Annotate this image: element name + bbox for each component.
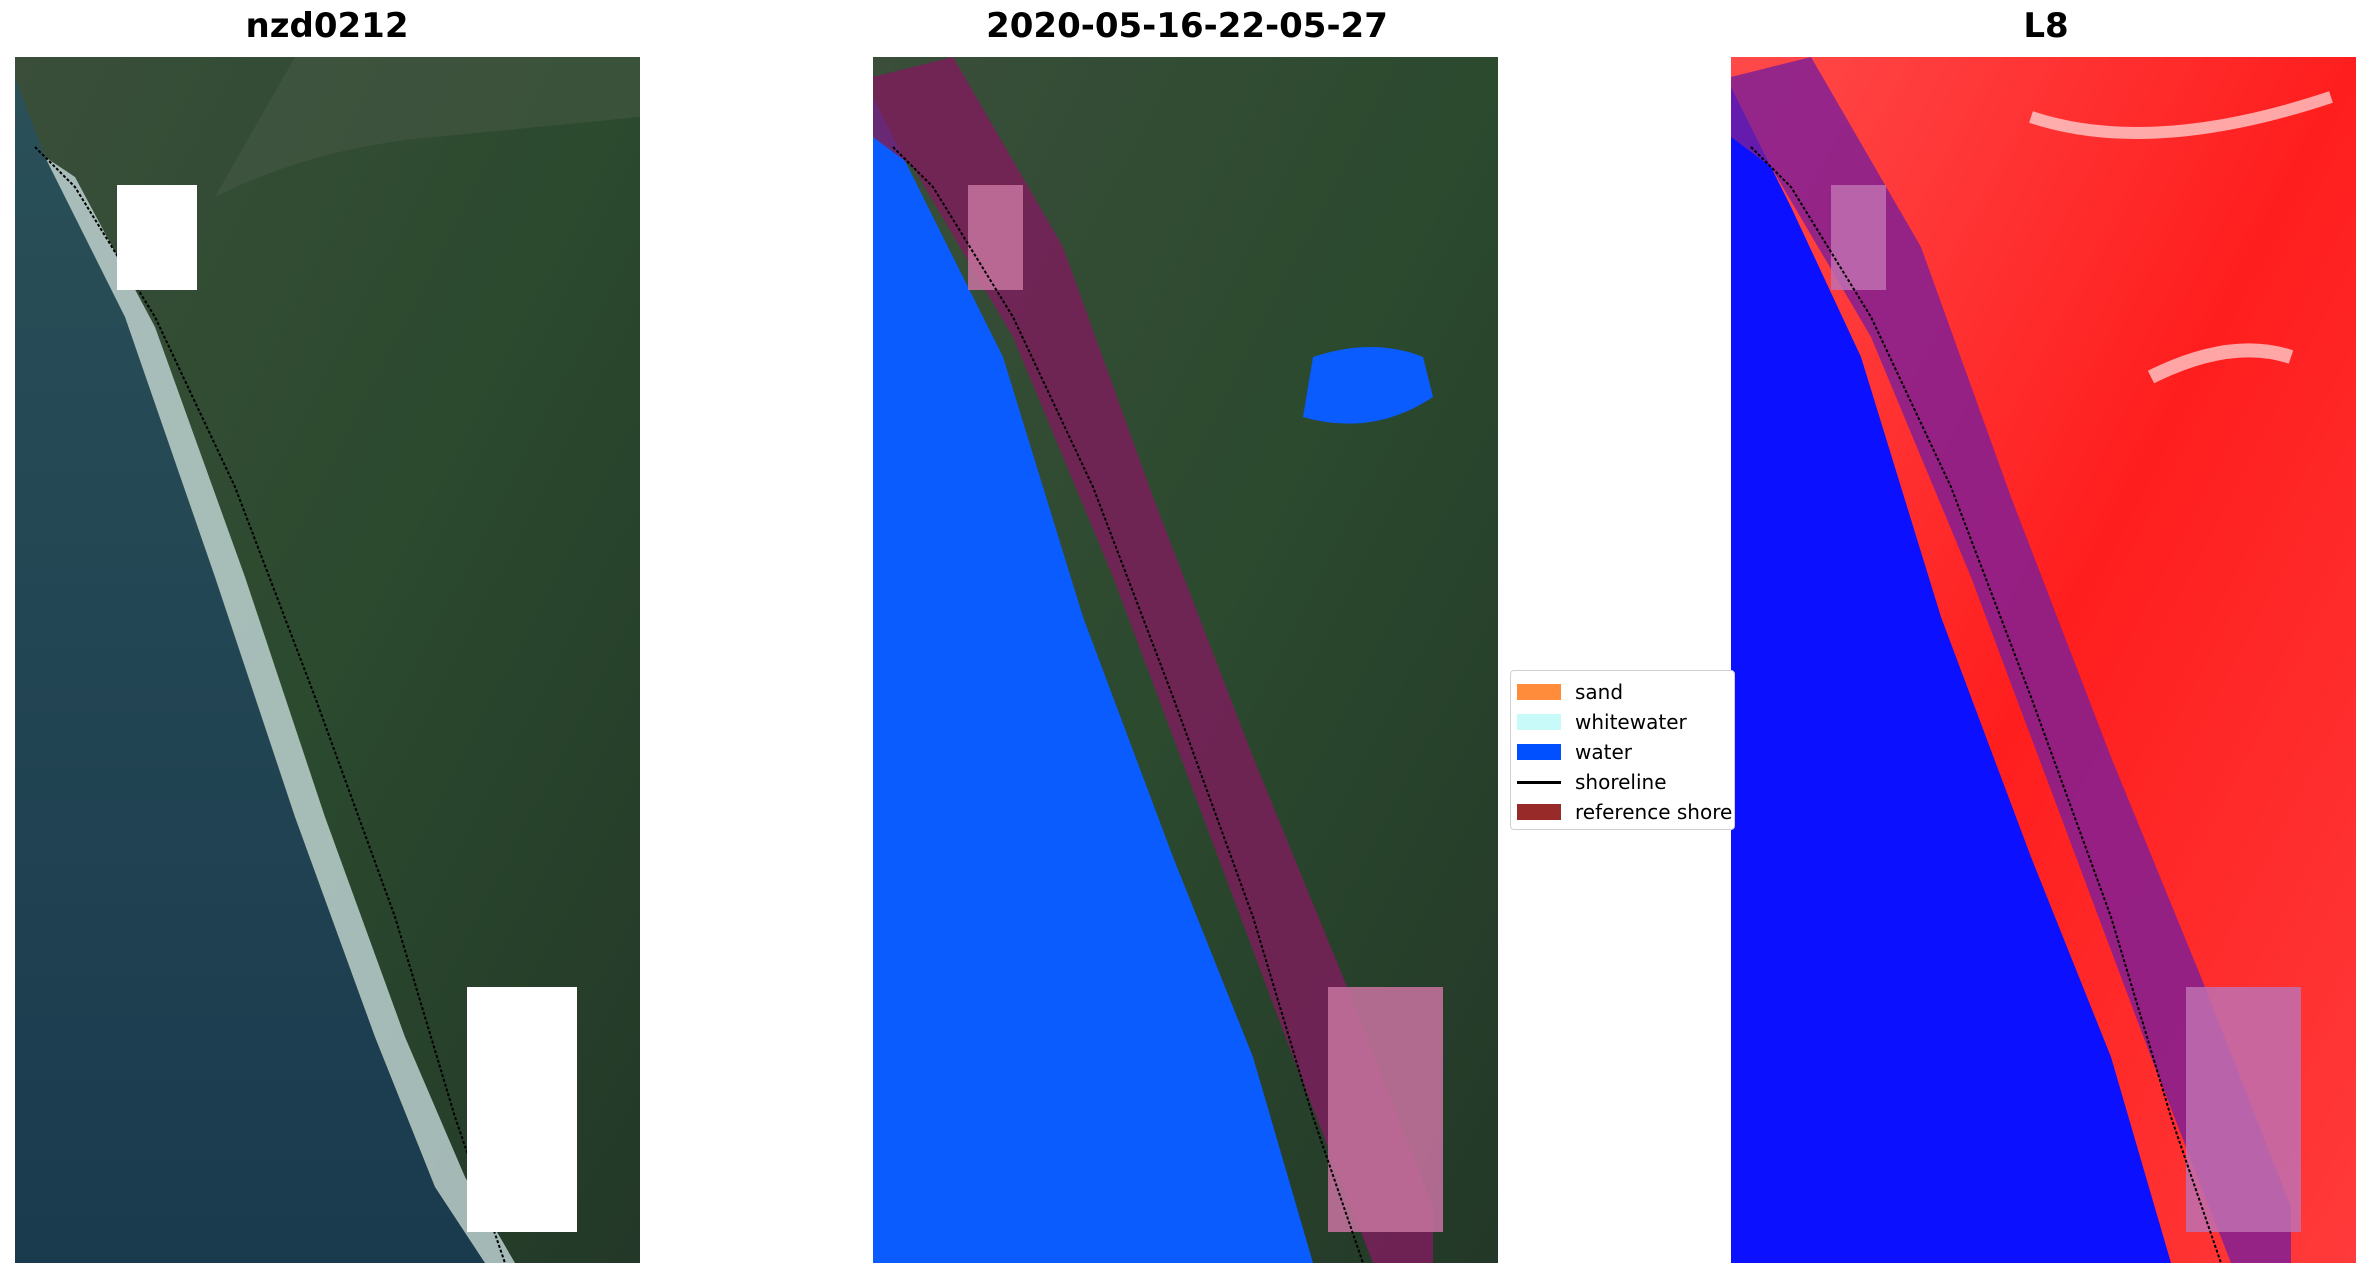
panel-title-satellite: L8 xyxy=(2023,6,2069,46)
shoreline-line xyxy=(34,146,506,1263)
water-swatch-icon xyxy=(1517,744,1561,760)
legend-label: shoreline xyxy=(1575,770,1667,794)
reference-buffer xyxy=(873,57,1433,1263)
panel-title-date: 2020-05-16-22-05-27 xyxy=(986,6,1388,46)
rgb-image-panel xyxy=(15,57,640,1263)
surf-zone xyxy=(45,157,515,1263)
classified-water-sea xyxy=(873,97,1313,1263)
classified-image-panel xyxy=(873,57,1498,1263)
shoreline-swatch-icon xyxy=(1517,780,1561,784)
shoreline-line xyxy=(1750,146,2222,1263)
legend-item-whitewater: whitewater xyxy=(1517,707,1687,737)
legend-label: water xyxy=(1575,740,1632,764)
legend-label: sand xyxy=(1575,680,1624,704)
legend-label: reference shoreline xyxy=(1575,800,1734,824)
reference-patch-top xyxy=(968,185,1023,290)
index-image-panel xyxy=(1731,57,2356,1263)
cloud-mask-bottom xyxy=(467,987,577,1232)
panel-title-image: nzd0212 xyxy=(245,6,409,46)
legend-item-reference-shoreline: reference shoreline xyxy=(1517,797,1734,827)
reference-swatch-icon xyxy=(1517,804,1561,820)
sea-area xyxy=(15,77,485,1263)
legend-item-water: water xyxy=(1517,737,1632,767)
whitewater-swatch-icon xyxy=(1517,714,1561,730)
classified-water-lake xyxy=(1303,347,1433,424)
legend-item-sand: sand xyxy=(1517,677,1623,707)
reference-buffer xyxy=(1731,57,2291,1263)
legend-item-shoreline: shoreline xyxy=(1517,767,1667,797)
white-streak-b xyxy=(2147,343,2294,384)
reference-patch-top xyxy=(1831,185,1886,290)
legend-label: whitewater xyxy=(1575,710,1687,734)
white-streak-a xyxy=(2029,91,2333,139)
cloud-mask-top xyxy=(117,185,197,290)
legend: sand whitewater water shoreline referenc… xyxy=(1510,670,1735,830)
reference-patch-bottom xyxy=(1328,987,1443,1232)
reference-patch-bottom xyxy=(2186,987,2301,1232)
hill-ridge xyxy=(215,57,640,197)
shoreline-line xyxy=(892,146,1364,1263)
low-index-sea xyxy=(1731,87,2171,1263)
sand-swatch-icon xyxy=(1517,684,1561,700)
